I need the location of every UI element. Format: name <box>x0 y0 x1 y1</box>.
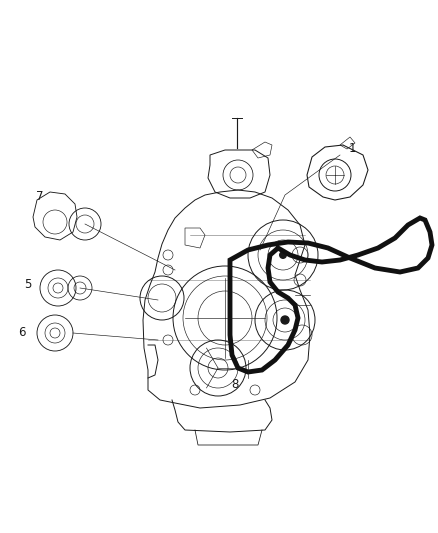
Text: 6: 6 <box>18 327 26 340</box>
Text: 8: 8 <box>231 378 239 392</box>
Circle shape <box>281 316 289 324</box>
Text: 5: 5 <box>25 279 32 292</box>
Text: 1: 1 <box>348 141 356 155</box>
Circle shape <box>279 251 287 259</box>
Text: 7: 7 <box>36 190 44 203</box>
